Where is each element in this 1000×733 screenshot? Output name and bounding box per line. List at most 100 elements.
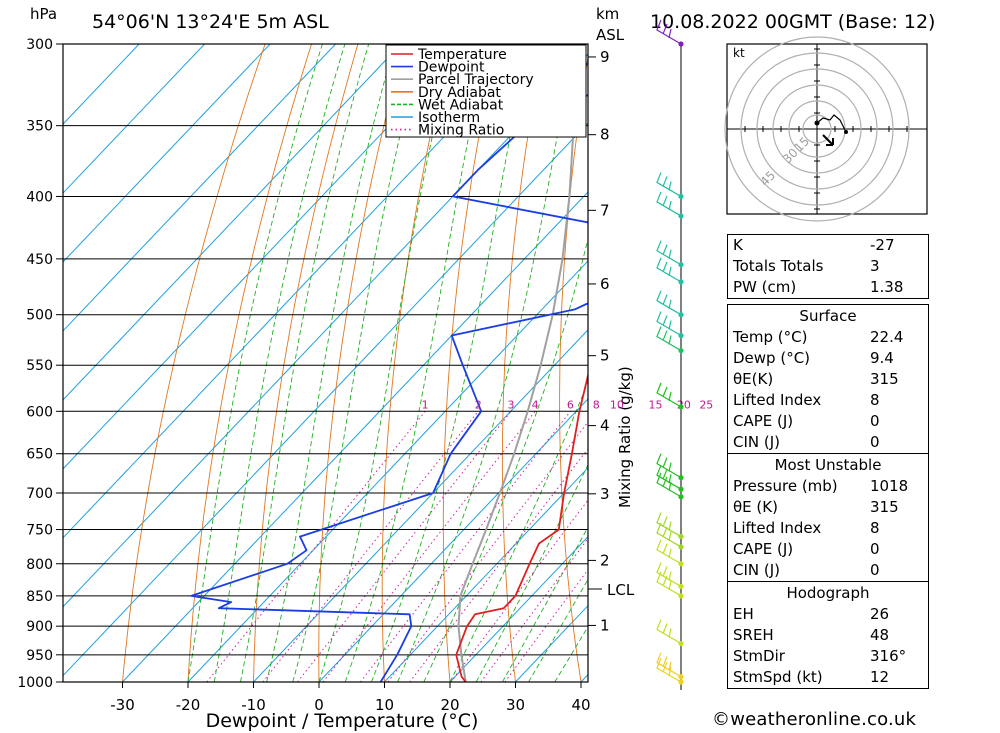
index-label: CIN (J) <box>733 433 781 451</box>
index-label: SREH <box>733 626 774 644</box>
temperature-tick-label: -30 <box>110 696 135 714</box>
mixing-ratio-label: 1 <box>422 398 429 411</box>
pressure-tick-label: 350 <box>26 119 53 135</box>
lcl-label: LCL <box>607 581 635 599</box>
hodograph-start-point <box>814 120 820 126</box>
index-value: 0 <box>870 561 880 579</box>
dry-adiabat-line <box>122 44 266 682</box>
isotherm-line <box>63 44 467 470</box>
wind-barb <box>656 326 682 352</box>
index-value: 48 <box>870 626 890 644</box>
hodograph-ring <box>756 68 878 190</box>
pressure-tick-label: 650 <box>26 447 53 463</box>
pressure-tick-label: 850 <box>26 589 53 605</box>
wet-adiabat-line <box>528 578 588 682</box>
isotherm-line <box>63 44 336 332</box>
index-row: Temp (°C) 22.4 <box>728 327 928 348</box>
wet-adiabat-line <box>397 44 576 682</box>
index-label: StmDir <box>733 647 785 665</box>
index-row: Lifted Index 8 <box>728 518 928 539</box>
wind-barb <box>656 290 682 316</box>
index-value: 8 <box>870 519 880 537</box>
temperature-line <box>455 371 588 682</box>
wind-barb <box>656 562 682 587</box>
index-label: K <box>733 236 743 254</box>
mixing-ratio-line <box>206 410 426 682</box>
hodograph-ring <box>740 52 894 206</box>
x-axis-title: Dewpoint / Temperature (°C) <box>206 710 479 732</box>
stability-indices-panel: Surface Temp (°C) 22.4 Dewp (°C) 9.4 θE(K) 315… <box>727 304 929 689</box>
pressure-tick-label: 550 <box>26 358 53 374</box>
wet-adiabat-line <box>239 44 370 682</box>
mixing-ratio-line <box>504 568 588 682</box>
index-label: θE(K) <box>733 370 774 388</box>
index-label: EH <box>733 605 754 623</box>
wet-adiabat-line <box>213 44 346 682</box>
asl-unit-label: ASL <box>596 26 625 44</box>
legend-entry-label: Mixing Ratio <box>418 123 504 139</box>
index-value: 8 <box>870 391 880 409</box>
index-label: Pressure (mb) <box>733 477 838 495</box>
index-value: 0 <box>870 540 880 558</box>
mixing-ratio-label: 4 <box>532 398 539 411</box>
index-value: 26 <box>870 605 890 623</box>
wind-barb <box>656 619 682 645</box>
mixing-ratio-label: 8 <box>593 398 600 411</box>
isotherm-line <box>63 53 588 608</box>
isotherm-line <box>63 44 402 401</box>
temperature-axis: -30 -20 -10 0 10 20 30 40 <box>110 682 591 714</box>
index-label: CAPE (J) <box>733 540 794 558</box>
isotherm-line <box>318 398 588 682</box>
legend-entry-label: Parcel Trajectory <box>418 72 534 88</box>
mixing-ratio-line <box>262 410 479 682</box>
index-row: CAPE (J) 0 <box>728 411 928 432</box>
hodograph-ring <box>772 84 862 174</box>
index-label: PW (cm) <box>733 278 797 296</box>
temperature-tick-label: -20 <box>176 696 201 714</box>
index-row: θE (K) 315 <box>728 497 928 518</box>
wind-level-dot <box>678 593 684 599</box>
index-row: K -27 <box>728 235 928 256</box>
index-value: 3 <box>870 257 880 275</box>
index-row: CIN (J) 0 <box>728 560 928 581</box>
wind-barb <box>656 539 682 565</box>
mixing-ratio-axis-title: Mixing Ratio (g/kg) <box>616 366 634 508</box>
wind-barb <box>656 172 682 197</box>
run-timestamp: 10.08.2022 00GMT (Base: 12) <box>650 11 935 33</box>
temperature-tick-label: 0 <box>314 696 324 714</box>
mixing-ratio-line <box>322 410 536 682</box>
dry-adiabat-line <box>501 44 545 682</box>
storm-motion-arrow <box>822 134 834 146</box>
legend-entry-label: Dewpoint <box>418 60 485 76</box>
index-value: 0 <box>870 412 880 430</box>
index-row: CAPE (J) 0 <box>728 539 928 560</box>
wind-barb <box>656 657 682 683</box>
isotherm-line <box>449 536 588 682</box>
index-row: Dewp (°C) 9.4 <box>728 348 928 369</box>
index-row: Pressure (mb) 1018 <box>728 476 928 497</box>
mixing-ratio-line <box>360 410 571 682</box>
wind-barb <box>656 522 682 548</box>
isotherm-line <box>63 44 140 125</box>
wind-level-dot <box>678 561 684 567</box>
mixing-ratio-label: 2 <box>475 398 482 411</box>
isotherm-line <box>63 44 205 194</box>
dry-adiabat-line <box>187 44 312 682</box>
hodograph-unit-label: kt <box>733 46 745 60</box>
dry-adiabat-line <box>559 54 588 682</box>
wet-adiabat-line <box>423 236 588 682</box>
mixing-ratio-label: 25 <box>699 398 713 411</box>
temperature-tick-label: 40 <box>571 696 590 714</box>
index-label: Dewp (°C) <box>733 349 811 367</box>
altitude-tick-label: 2 <box>600 551 610 569</box>
wet-adiabat-line <box>475 463 588 682</box>
km-unit-label: km <box>596 5 619 23</box>
pressure-tick-label: 450 <box>26 252 53 268</box>
index-row: Lifted Index 8 <box>728 390 928 411</box>
index-value: 1.38 <box>870 278 904 296</box>
dewpoint-series <box>190 44 588 682</box>
parcel-trajectory-line <box>457 44 577 682</box>
pressure-tick-label: 900 <box>26 619 53 635</box>
